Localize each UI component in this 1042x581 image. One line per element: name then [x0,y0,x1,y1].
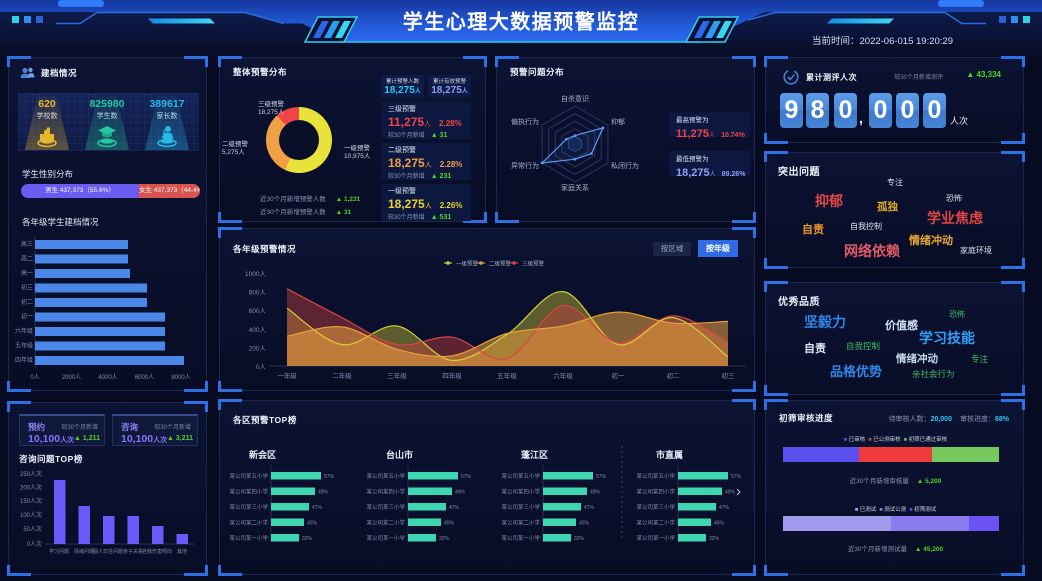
svg-text:某公司某三小学: 某公司某三小学 [501,503,540,511]
svg-text:学习问题: 学习问题 [49,548,69,555]
svg-text:某公司某五小学: 某公司某五小学 [366,472,405,480]
svg-text:私闭行为: 私闭行为 [611,161,639,170]
svg-text:32%: 32% [709,536,720,542]
svg-text:初三: 初三 [21,284,33,292]
svg-text:4000人: 4000人 [98,374,117,381]
svg-text:情绪问题: 情绪问题 [74,548,94,555]
svg-text:45%: 45% [307,521,318,527]
svg-text:初二: 初二 [667,371,681,380]
svg-text:家庭关系: 家庭关系 [561,183,589,192]
svg-text:某公司某一小学: 某公司某一小学 [501,534,540,542]
svg-text:400人: 400人 [249,326,267,334]
svg-text:某公司某四小学: 某公司某四小学 [229,488,268,496]
svg-text:32%: 32% [302,536,313,542]
svg-text:四年级: 四年级 [442,371,462,380]
svg-text:五年级: 五年级 [497,371,517,380]
svg-text:57%: 57% [731,474,742,480]
svg-text:某公司某四小学: 某公司某四小学 [636,488,675,496]
svg-text:二级预警: 二级预警 [489,260,512,268]
svg-text:49%: 49% [725,490,736,496]
svg-text:初一: 初一 [612,371,626,380]
svg-text:某公司某二小学: 某公司某二小学 [636,519,675,527]
svg-text:自杀意识: 自杀意识 [561,94,589,103]
svg-text:800人: 800人 [249,289,267,297]
svg-text:台山市: 台山市 [386,449,413,460]
svg-text:六年级: 六年级 [553,371,573,380]
svg-text:47%: 47% [449,505,460,511]
svg-text:250人次: 250人次 [20,470,42,478]
svg-text:某公司某四小学: 某公司某四小学 [366,488,405,496]
svg-text:二年级: 二年级 [332,371,352,380]
svg-text:45%: 45% [579,521,590,527]
svg-text:某公司某三小学: 某公司某三小学 [636,503,675,511]
svg-text:57%: 57% [324,474,335,480]
svg-text:›: › [736,483,741,500]
svg-text:某公司某一小学: 某公司某一小学 [636,534,675,542]
svg-text:100人次: 100人次 [20,511,42,519]
svg-text:蓬江区: 蓬江区 [521,449,548,460]
svg-text:某公司某二小学: 某公司某二小学 [366,519,405,527]
svg-text:45%: 45% [444,521,455,527]
svg-text:高三: 高三 [21,240,33,248]
svg-text:某公司某二小学: 某公司某二小学 [501,519,540,527]
svg-text:某公司某四小学: 某公司某四小学 [501,488,540,496]
svg-text:异常行为: 异常行为 [511,161,539,170]
svg-text:高二: 高二 [21,255,33,263]
svg-text:1000人: 1000人 [245,270,266,278]
svg-text:某公司某五小学: 某公司某五小学 [636,472,675,480]
svg-text:47%: 47% [312,505,323,511]
svg-text:200人: 200人 [249,344,267,352]
svg-text:市直属: 市直属 [656,449,683,460]
svg-text:五年级: 五年级 [15,342,33,350]
svg-text:新会区: 新会区 [249,449,276,460]
svg-text:六年级: 六年级 [15,327,33,335]
svg-text:初二: 初二 [21,298,33,306]
svg-text:2000人: 2000人 [62,374,81,381]
svg-text:47%: 47% [719,505,730,511]
svg-text:自我伤害倾向: 自我伤害倾向 [142,548,172,555]
svg-text:49%: 49% [455,490,466,496]
svg-text:某公司某三小学: 某公司某三小学 [366,503,405,511]
svg-text:某公司某五小学: 某公司某五小学 [501,472,540,480]
svg-text:其他: 其他 [177,548,187,555]
svg-text:一年级: 一年级 [277,371,297,380]
svg-text:8000人: 8000人 [171,374,190,381]
svg-text:四年级: 四年级 [15,356,33,364]
svg-text:45%: 45% [714,521,725,527]
svg-text:150人次: 150人次 [20,497,42,505]
svg-text:0人: 0人 [30,374,39,381]
svg-text:抑郁: 抑郁 [611,117,625,126]
svg-text:亲子关系: 亲子关系 [123,548,143,555]
svg-text:個人交往问题: 個人交往问题 [93,548,123,555]
svg-text:49%: 49% [590,490,601,496]
svg-text:一级预警: 一级预警 [456,260,479,268]
svg-text:49%: 49% [318,490,329,496]
svg-text:50人次: 50人次 [23,525,42,533]
svg-text:当前时间：2022-06-015 19:20:29: 当前时间：2022-06-015 19:20:29 [812,35,953,47]
svg-text:某公司某二小学: 某公司某二小学 [229,519,268,527]
svg-text:0人: 0人 [256,363,267,371]
svg-text:三年级: 三年级 [387,371,407,380]
svg-text:6000人: 6000人 [135,374,154,381]
svg-text:某公司某三小学: 某公司某三小学 [229,503,268,511]
svg-text:0人次: 0人次 [27,540,42,548]
svg-text:57%: 57% [461,474,472,480]
svg-text:初一: 初一 [21,313,33,321]
svg-text:47%: 47% [584,505,595,511]
svg-text:57%: 57% [596,474,607,480]
svg-text:偏执行为: 偏执行为 [511,117,539,126]
svg-text:某公司某一小学: 某公司某一小学 [366,534,405,542]
svg-text:200人次: 200人次 [20,484,42,492]
svg-text:某公司某五小学: 某公司某五小学 [229,472,268,480]
svg-text:学生心理大数据预警监控: 学生心理大数据预警监控 [403,10,640,34]
svg-text:600人: 600人 [249,307,267,315]
svg-text:高一: 高一 [21,269,33,277]
svg-text:初三: 初三 [722,371,736,380]
svg-text:三级预警: 三级预警 [522,260,545,268]
svg-text:32%: 32% [439,536,450,542]
svg-text:某公司某一小学: 某公司某一小学 [229,534,268,542]
svg-text:32%: 32% [574,536,585,542]
